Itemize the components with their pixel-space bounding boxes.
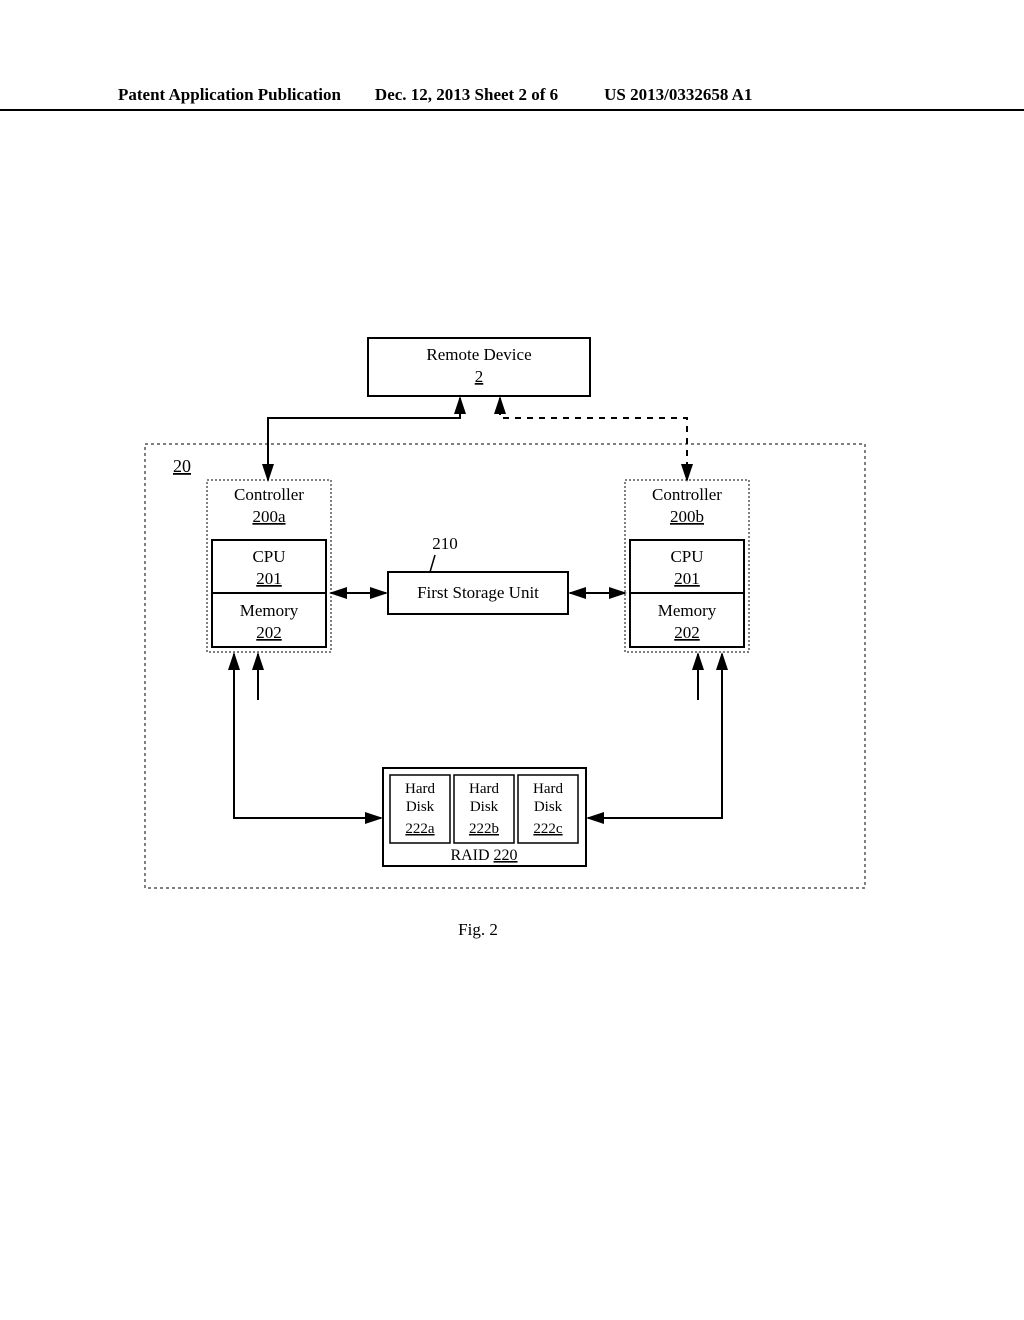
controller-b-cpu-label: CPU	[670, 547, 703, 566]
disk-a-l1: Hard	[405, 781, 435, 797]
controller-a-cpu-ref: 201	[256, 569, 282, 588]
disk-a-l2: Disk	[406, 799, 435, 815]
container-ref: 20	[173, 456, 191, 476]
remote-device-ref: 2	[475, 367, 484, 386]
disk-b-ref: 222b	[469, 821, 499, 837]
storage-ref: 210	[432, 534, 458, 553]
figure-label: Fig. 2	[458, 920, 498, 939]
controller-b-ref: 200b	[670, 507, 704, 526]
remote-device-title: Remote Device	[426, 345, 531, 364]
storage-ref-line	[430, 555, 435, 572]
controller-b-mem-label: Memory	[658, 601, 717, 620]
arrow-b-raid-1	[588, 654, 722, 818]
controller-b-mem-ref: 202	[674, 623, 700, 642]
controller-b-cpu-ref: 201	[674, 569, 700, 588]
disk-b-l2: Disk	[470, 799, 499, 815]
raid-label: RAID 220	[450, 847, 517, 864]
controller-a-title: Controller	[234, 485, 304, 504]
controller-a-cpu-label: CPU	[252, 547, 285, 566]
controller-a-mem-label: Memory	[240, 601, 299, 620]
disk-c-l1: Hard	[533, 781, 563, 797]
disk-a-ref: 222a	[405, 821, 435, 837]
arrow-a-raid-1	[234, 654, 381, 818]
arrow-remote-ctrl-a	[268, 398, 460, 480]
disk-c-ref: 222c	[533, 821, 563, 837]
controller-b-title: Controller	[652, 485, 722, 504]
disk-b-l1: Hard	[469, 781, 499, 797]
controller-a-ref: 200a	[252, 507, 286, 526]
arrow-remote-ctrl-b	[500, 398, 687, 480]
disk-c-l2: Disk	[534, 799, 563, 815]
storage-label: First Storage Unit	[417, 583, 539, 602]
diagram-svg: Remote Device 2 20 Controller 200a CPU 2…	[0, 0, 1024, 1320]
controller-a-mem-ref: 202	[256, 623, 282, 642]
